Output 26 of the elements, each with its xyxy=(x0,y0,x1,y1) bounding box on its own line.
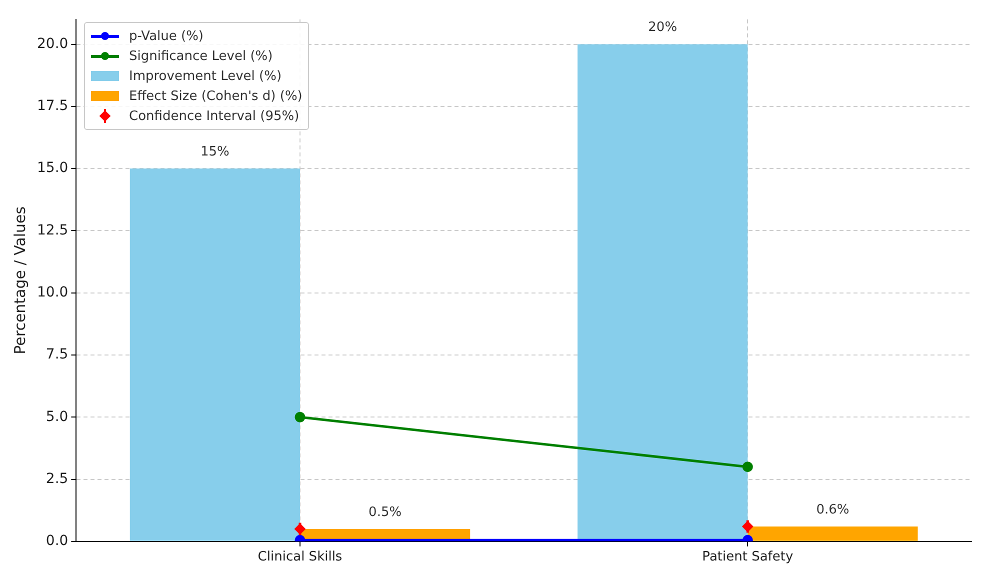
data-label: 20% xyxy=(648,20,678,36)
data-label: 0.6% xyxy=(816,502,850,518)
y-tick-label: 0.0 xyxy=(46,533,68,550)
x-tick-label: Patient Safety xyxy=(702,550,794,565)
y-axis-title: Percentage / Values xyxy=(10,206,29,354)
y-tick-label: 15.0 xyxy=(37,160,68,176)
legend-label: p-Value (%) xyxy=(129,28,204,44)
legend-label: Effect Size (Cohen's d) (%) xyxy=(129,88,302,104)
y-tick-label: 17.5 xyxy=(37,98,68,114)
y-tick-label: 7.5 xyxy=(46,346,68,363)
bar xyxy=(578,44,748,541)
y-tick-label: 12.5 xyxy=(37,222,68,238)
legend-label: Confidence Interval (95%) xyxy=(129,108,300,124)
y-tick-label: 10.0 xyxy=(37,284,68,300)
y-tick-label: 5.0 xyxy=(46,408,68,425)
legend-label: Improvement Level (%) xyxy=(129,68,282,84)
data-label: 15% xyxy=(200,144,230,160)
point xyxy=(294,412,306,422)
bar xyxy=(130,168,300,541)
y-tick-label: 20.0 xyxy=(37,36,68,52)
point xyxy=(742,462,753,472)
x-tick-label: Clinical Skills xyxy=(258,550,342,565)
legend-label: Significance Level (%) xyxy=(129,48,273,64)
data-label: 0.5% xyxy=(368,504,402,520)
bar xyxy=(748,526,918,541)
y-tick-label: 2.5 xyxy=(46,470,68,487)
